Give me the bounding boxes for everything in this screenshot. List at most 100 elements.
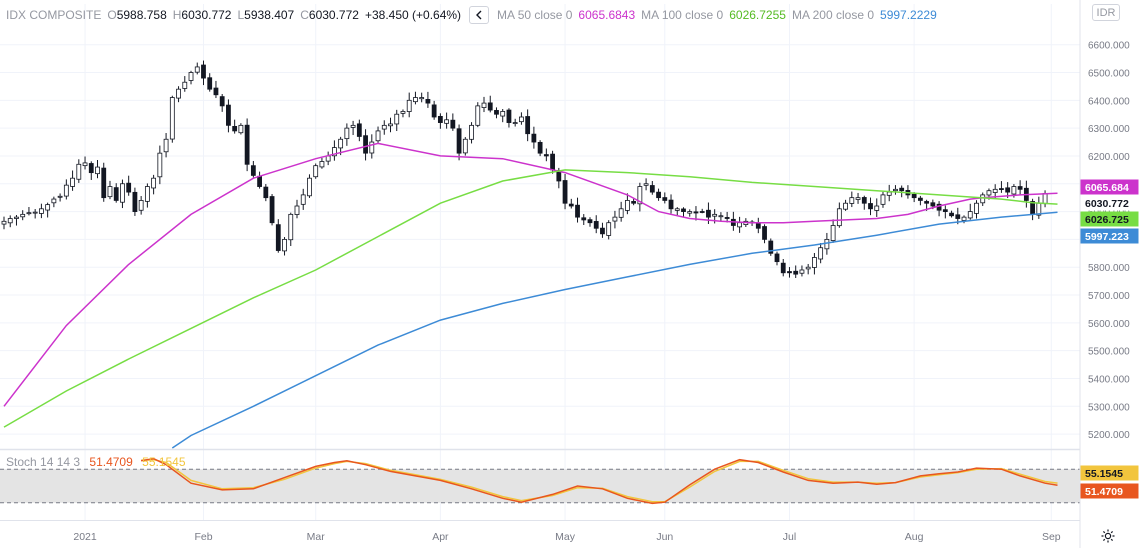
- candle-body[interactable]: [14, 216, 19, 219]
- candle-body[interactable]: [331, 147, 337, 157]
- stoch-label[interactable]: Stoch 14 14 3: [6, 455, 81, 469]
- candle-body[interactable]: [494, 110, 499, 115]
- candle-body[interactable]: [668, 199, 674, 210]
- candle-body[interactable]: [138, 200, 144, 211]
- candle-body[interactable]: [942, 209, 948, 212]
- candle-body[interactable]: [456, 128, 462, 154]
- symbol-name[interactable]: IDX COMPOSITE: [6, 8, 102, 22]
- candle-body[interactable]: [793, 270, 799, 275]
- candle-body[interactable]: [836, 208, 842, 227]
- candle-body[interactable]: [693, 211, 699, 214]
- candle-body[interactable]: [431, 104, 437, 118]
- candle-body[interactable]: [618, 208, 624, 218]
- candle-body[interactable]: [294, 205, 300, 215]
- candle-body[interactable]: [288, 213, 294, 241]
- candle-body[interactable]: [88, 163, 94, 174]
- candle-body[interactable]: [469, 124, 474, 140]
- candle-body[interactable]: [624, 200, 630, 211]
- candle-body[interactable]: [113, 187, 119, 201]
- stochastic-pane[interactable]: [0, 457, 1080, 505]
- candle-body[interactable]: [120, 183, 125, 203]
- candle-body[interactable]: [999, 188, 1004, 190]
- candle-body[interactable]: [132, 191, 138, 212]
- candle-body[interactable]: [1017, 186, 1023, 190]
- candle-body[interactable]: [300, 194, 306, 205]
- candle-body[interactable]: [263, 186, 269, 199]
- candle-body[interactable]: [830, 225, 836, 241]
- candle-body[interactable]: [562, 180, 568, 204]
- candle-body[interactable]: [949, 212, 954, 217]
- candle-body[interactable]: [481, 102, 487, 108]
- candle-body[interactable]: [724, 217, 730, 219]
- candle-body[interactable]: [244, 124, 250, 165]
- candle-body[interactable]: [780, 262, 786, 274]
- candle-body[interactable]: [207, 77, 213, 90]
- candle-body[interactable]: [107, 186, 113, 198]
- price-pane[interactable]: [0, 60, 1080, 451]
- candle-body[interactable]: [581, 217, 587, 221]
- candle-body[interactable]: [450, 119, 456, 129]
- candle-body[interactable]: [519, 116, 524, 123]
- candle-body[interactable]: [768, 240, 774, 254]
- candle-body[interactable]: [213, 87, 219, 96]
- candle-body[interactable]: [967, 211, 973, 219]
- candle-body[interactable]: [805, 266, 811, 270]
- candle-body[interactable]: [656, 191, 661, 199]
- candle-body[interactable]: [612, 216, 618, 222]
- candle-body[interactable]: [531, 133, 537, 143]
- candle-body[interactable]: [674, 208, 680, 211]
- candle-body[interactable]: [917, 197, 923, 201]
- candle-body[interactable]: [369, 141, 375, 154]
- candle-body[interactable]: [861, 197, 867, 204]
- candle-body[interactable]: [706, 209, 711, 218]
- candle-body[interactable]: [350, 124, 356, 128]
- candle-body[interactable]: [880, 194, 886, 205]
- candle-body[interactable]: [1011, 186, 1017, 195]
- candle-body[interactable]: [818, 247, 824, 260]
- candle-body[interactable]: [425, 98, 431, 104]
- candle-body[interactable]: [593, 221, 599, 229]
- candle-body[interactable]: [39, 208, 44, 214]
- candle-body[interactable]: [662, 197, 668, 201]
- gear-icon[interactable]: [1100, 528, 1116, 544]
- candle-body[interactable]: [194, 66, 200, 73]
- candle-body[interactable]: [63, 184, 69, 197]
- candle-body[interactable]: [687, 211, 693, 214]
- candle-body[interactable]: [82, 162, 88, 167]
- candle-body[interactable]: [275, 224, 281, 251]
- candle-body[interactable]: [824, 238, 830, 250]
- candle-body[interactable]: [886, 191, 892, 196]
- candle-body[interactable]: [7, 218, 13, 224]
- candle-body[interactable]: [643, 183, 649, 186]
- candle-body[interactable]: [718, 215, 724, 218]
- candle-body[interactable]: [282, 238, 287, 252]
- candle-body[interactable]: [575, 204, 580, 218]
- candle-body[interactable]: [955, 214, 961, 219]
- stoch-price-tag[interactable]: [1080, 465, 1139, 481]
- candle-body[interactable]: [525, 116, 531, 135]
- candle-body[interactable]: [437, 115, 443, 123]
- candle-body[interactable]: [631, 201, 637, 204]
- candle-body[interactable]: [444, 119, 450, 124]
- candle-body[interactable]: [1005, 187, 1011, 193]
- candle-body[interactable]: [961, 216, 967, 221]
- candle-body[interactable]: [812, 257, 817, 268]
- candle-body[interactable]: [681, 208, 686, 212]
- candle-body[interactable]: [487, 102, 493, 111]
- candle-body[interactable]: [911, 193, 917, 199]
- candle-body[interactable]: [868, 203, 873, 210]
- candle-body[interactable]: [843, 202, 848, 210]
- candle-body[interactable]: [637, 186, 643, 205]
- candle-body[interactable]: [163, 138, 169, 153]
- ma100-label[interactable]: MA 100 close 0: [641, 8, 724, 22]
- candle-body[interactable]: [587, 219, 593, 224]
- candle-body[interactable]: [500, 111, 506, 117]
- candle-body[interactable]: [649, 185, 655, 193]
- candle-body[interactable]: [101, 167, 107, 199]
- price-price-tag[interactable]: [1080, 195, 1139, 211]
- candle-body[interactable]: [712, 213, 718, 217]
- candle-body[interactable]: [543, 154, 549, 157]
- price-price-tag[interactable]: [1080, 211, 1139, 227]
- candle-body[interactable]: [400, 111, 406, 114]
